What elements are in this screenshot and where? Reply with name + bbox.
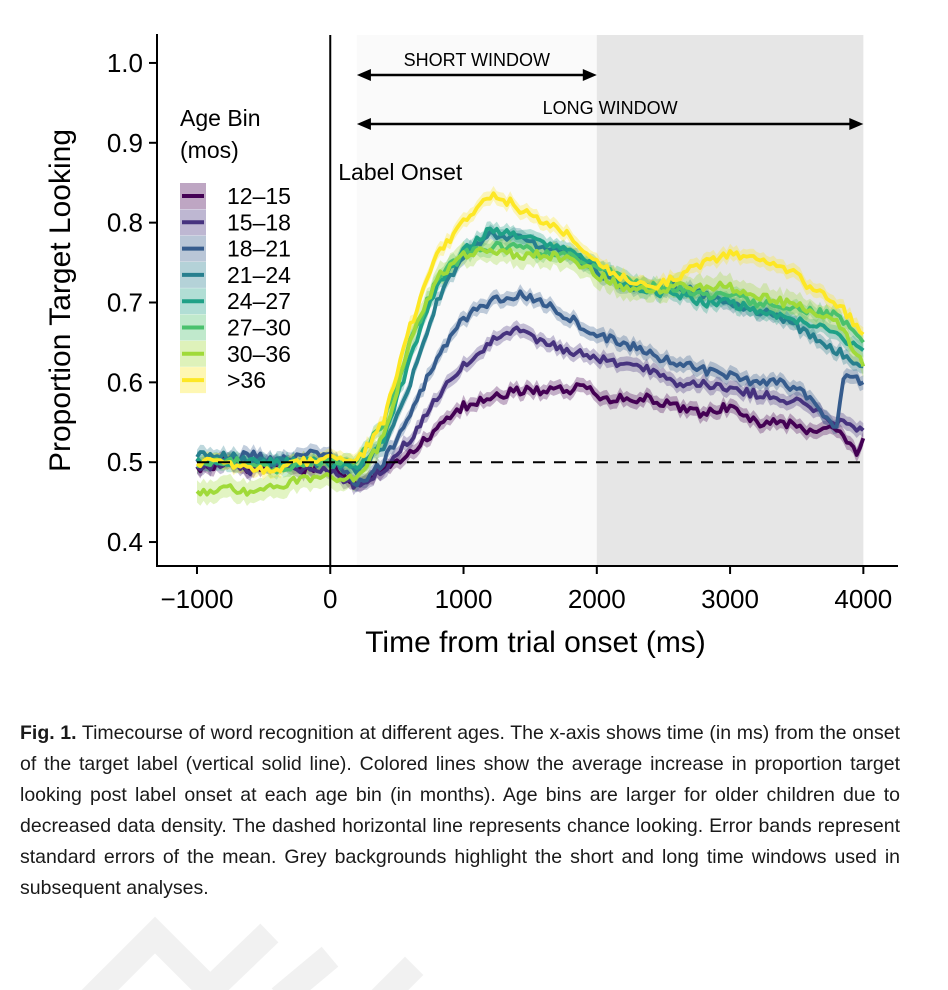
window-annotations: SHORT WINDOW LONG WINDOW xyxy=(356,50,864,130)
error-band-6 xyxy=(197,236,864,506)
error-band-5 xyxy=(197,235,864,480)
y-ticks: 0.4 0.5 0.6 0.7 0.8 0.9 1.0 xyxy=(107,48,157,557)
y-axis-label: Proportion Target Looking xyxy=(44,129,77,472)
error-band-7 xyxy=(197,186,864,481)
legend: Age Bin (mos) 12–1515–1818–2121–2424–272… xyxy=(180,105,291,394)
y-tick-label: 0.6 xyxy=(107,367,143,397)
caption-text: Timecourse of word recognition at differ… xyxy=(20,722,900,899)
short-window-arrowhead-left xyxy=(356,69,371,81)
short-window-label: SHORT WINDOW xyxy=(404,50,550,70)
long-window-arrowhead-right xyxy=(849,118,864,130)
figure: 0.4 0.5 0.6 0.7 0.8 0.9 1.0 −1000 0 1000 2000 3000… xyxy=(44,34,898,659)
legend-entry-label: 30–36 xyxy=(227,341,291,367)
caption-label: Fig. 1. xyxy=(20,722,77,744)
legend-entry-label: 27–30 xyxy=(227,315,291,341)
x-ticks: −1000 0 1000 2000 3000 4000 xyxy=(160,566,892,614)
label-onset-annotation: Label Onset xyxy=(338,159,463,185)
legend-title-units: (mos) xyxy=(180,137,239,163)
legend-title: Age Bin xyxy=(180,105,261,131)
legend-entry-label: 12–15 xyxy=(227,183,291,209)
legend-entry-label: 15–18 xyxy=(227,209,291,235)
error-band-0 xyxy=(197,376,864,492)
y-tick-label: 0.5 xyxy=(107,447,143,477)
x-tick-label: 0 xyxy=(323,584,337,614)
y-tick-label: 0.9 xyxy=(107,128,143,158)
x-tick-label: −1000 xyxy=(160,584,233,614)
long-window-arrowhead-left xyxy=(356,118,371,130)
legend-entry-label: 21–24 xyxy=(227,262,291,288)
legend-entry-label: 18–21 xyxy=(227,236,291,262)
axes: 0.4 0.5 0.6 0.7 0.8 0.9 1.0 −1000 0 1000 2000 3000… xyxy=(107,34,898,614)
series-line-1 xyxy=(195,325,865,490)
line-chart: 0.4 0.5 0.6 0.7 0.8 0.9 1.0 −1000 0 1000 2000 3000… xyxy=(44,34,898,659)
figure-caption: Fig. 1. Timecourse of word recognition a… xyxy=(20,718,900,904)
legend-entry-label: >36 xyxy=(227,367,266,393)
x-tick-label: 1000 xyxy=(435,584,493,614)
watermark-stroke xyxy=(81,916,424,990)
series-line-2 xyxy=(195,289,865,488)
series-line-6 xyxy=(195,246,866,497)
x-tick-label: 2000 xyxy=(568,584,626,614)
y-tick-label: 0.8 xyxy=(107,208,143,238)
legend-entry-label: 24–27 xyxy=(227,288,291,314)
x-tick-label: 3000 xyxy=(701,584,759,614)
x-tick-label: 4000 xyxy=(834,584,892,614)
y-tick-label: 0.7 xyxy=(107,287,143,317)
long-window-label: LONG WINDOW xyxy=(543,98,678,118)
x-axis-label: Time from trial onset (ms) xyxy=(365,626,706,659)
short-window-arrowhead-right xyxy=(582,69,597,81)
y-tick-label: 1.0 xyxy=(107,48,143,78)
y-tick-label: 0.4 xyxy=(107,527,143,557)
